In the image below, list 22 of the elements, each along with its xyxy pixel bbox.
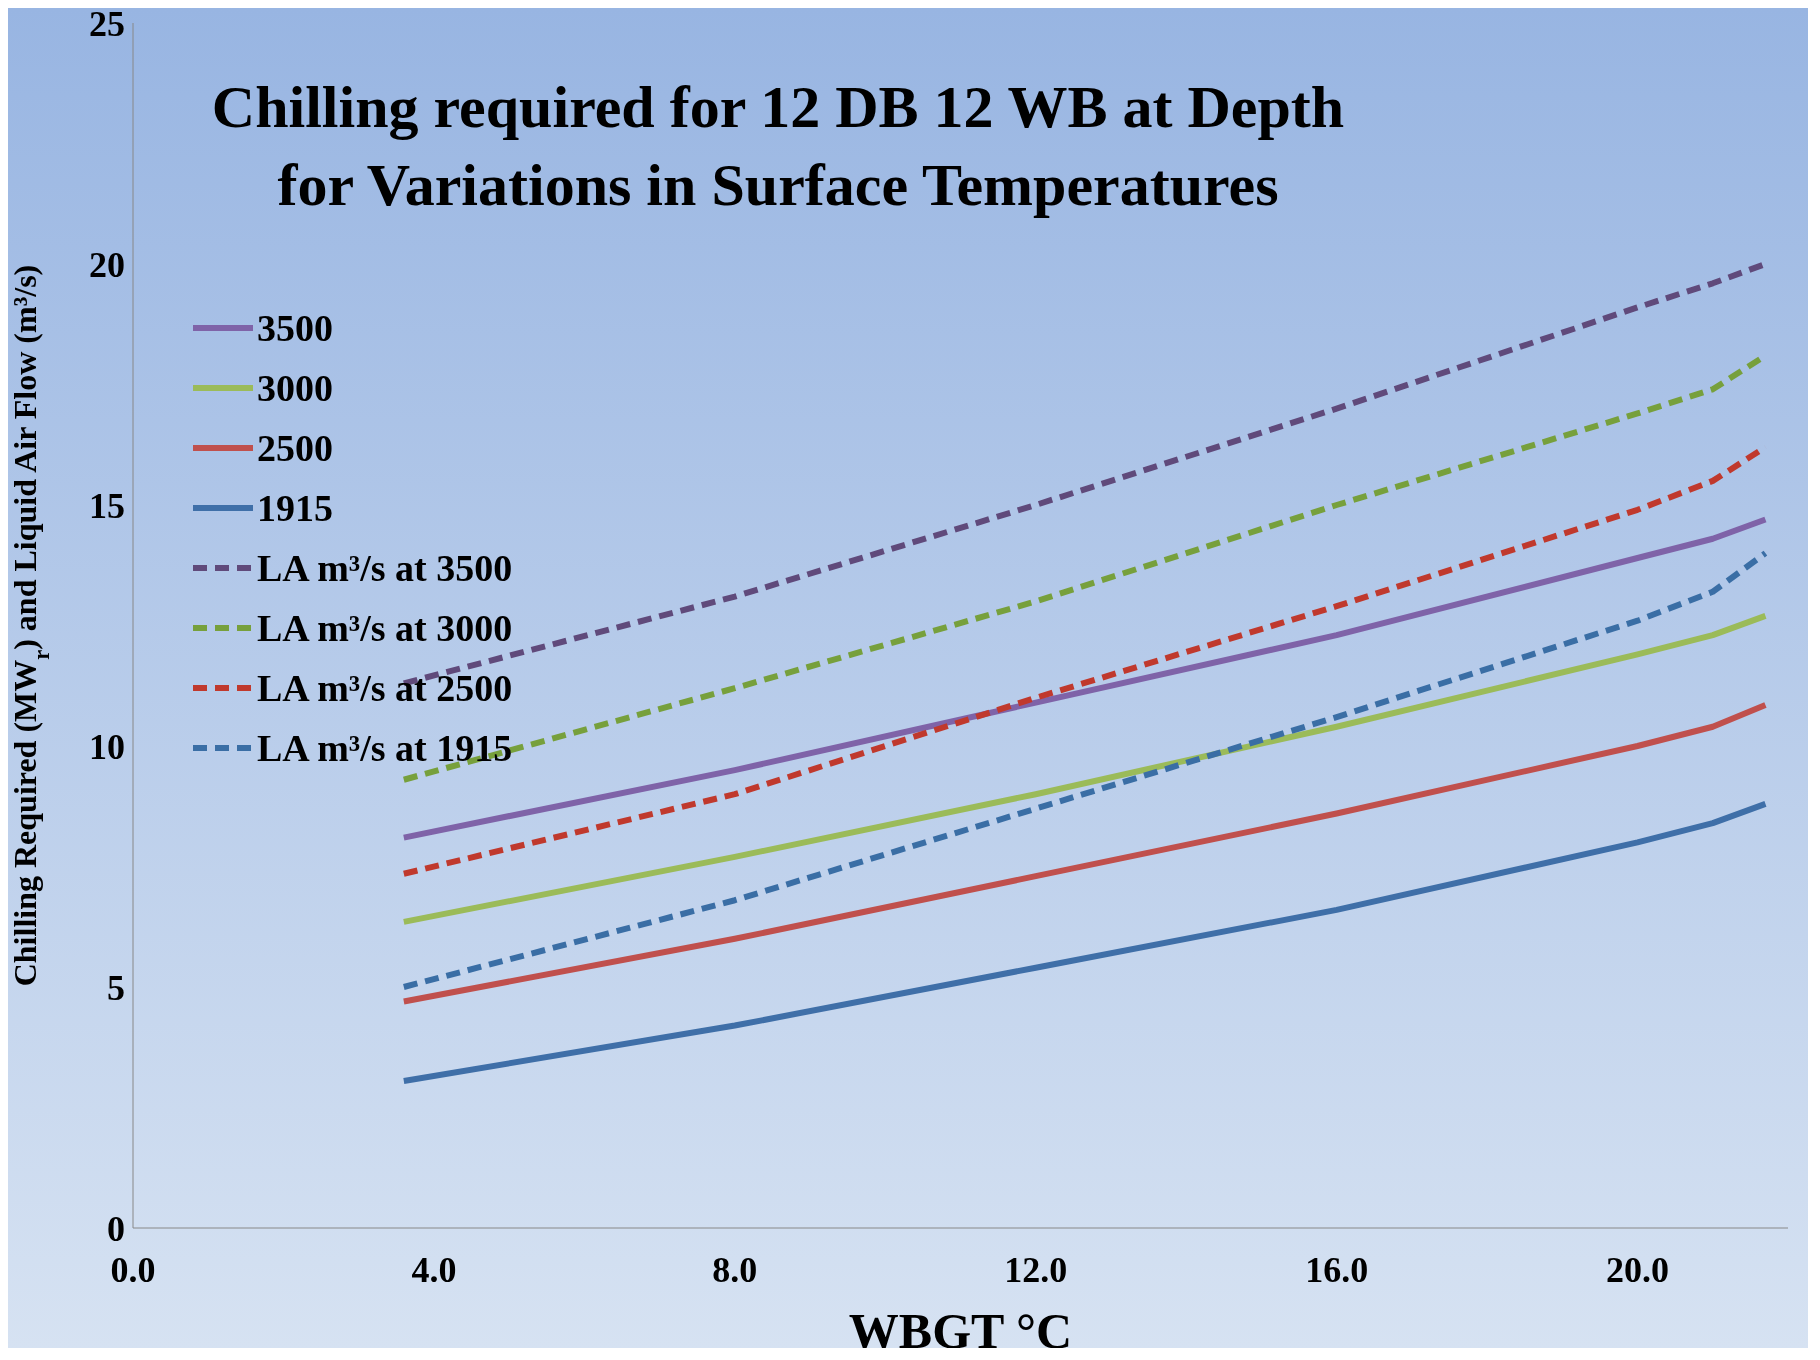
y-tick-label: 0 xyxy=(107,1208,125,1249)
y-tick-label: 20 xyxy=(89,244,125,285)
legend-label: 1915 xyxy=(257,486,333,530)
legend-label: 3500 xyxy=(257,306,333,350)
x-tick-label: 0.0 xyxy=(110,1249,156,1290)
text: Chilling required for 12 DB 12 WB at Depth for Variations in Surface Temperatures xyxy=(210,73,1346,220)
y-tick-label: 25 xyxy=(89,3,125,44)
legend-label: LA m³/s at 3000 xyxy=(257,606,513,650)
y-tick-label: 5 xyxy=(107,967,125,1008)
legend-label: LA m³/s at 2500 xyxy=(257,666,513,710)
legend-label: LA m³/s at 3500 xyxy=(257,546,513,590)
y-tick-label: 15 xyxy=(89,485,125,526)
x-tick-label: 20.0 xyxy=(1606,1249,1670,1290)
x-tick-label: 8.0 xyxy=(712,1249,758,1290)
legend-label: 3000 xyxy=(257,366,333,410)
x-axis-title: WBGT °C xyxy=(848,1303,1073,1359)
y-tick-label: 10 xyxy=(89,726,125,767)
x-tick-label: 12.0 xyxy=(1004,1249,1068,1290)
x-tick-label: 16.0 xyxy=(1305,1249,1369,1290)
legend-label: LA m³/s at 1915 xyxy=(257,726,513,770)
x-tick-label: 4.0 xyxy=(411,1249,457,1290)
legend-label: 2500 xyxy=(257,426,333,470)
